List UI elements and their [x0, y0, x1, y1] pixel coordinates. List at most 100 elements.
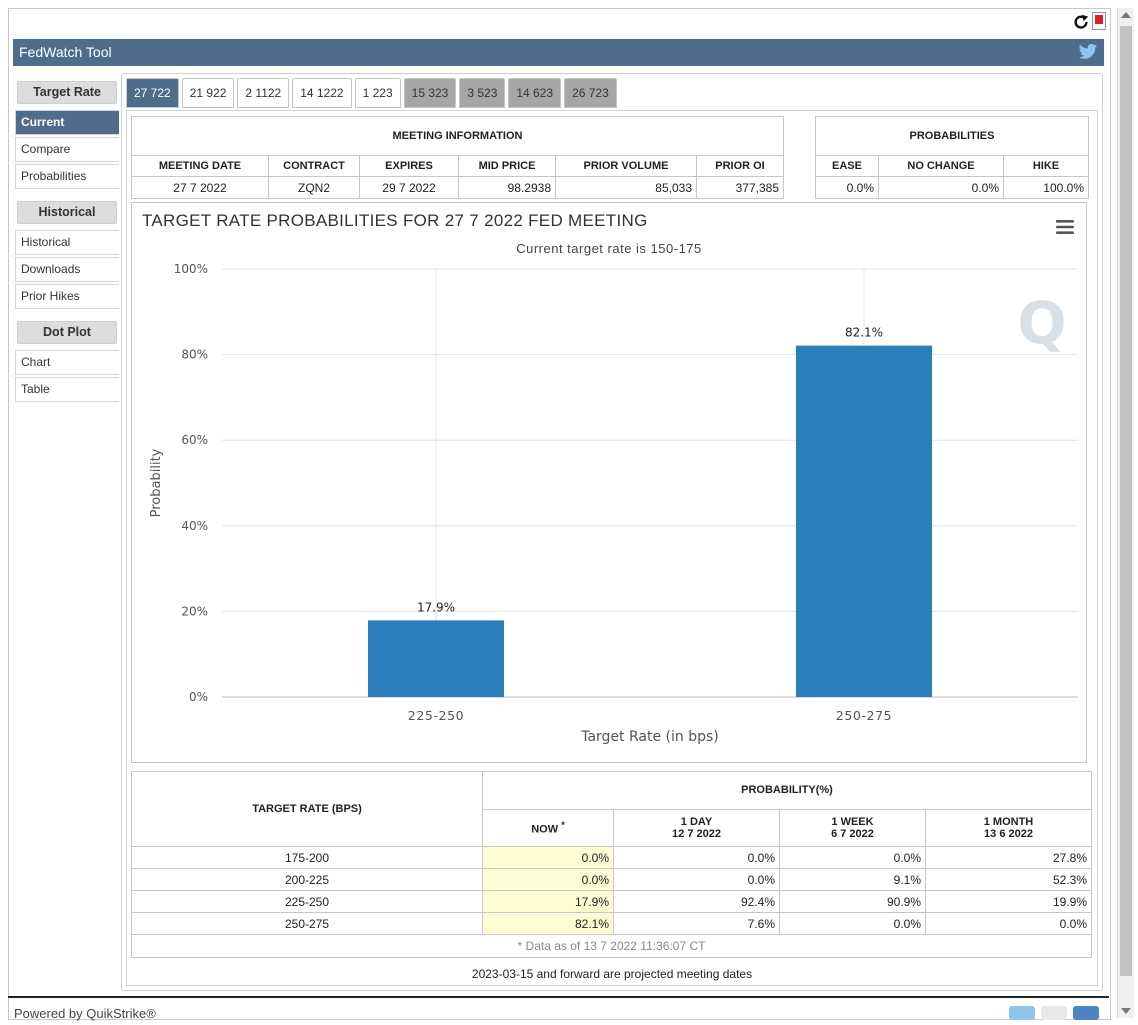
probabilities-table: PROBABILITIES EASE NO CHANGE HIKE 0.0% 0…: [815, 116, 1089, 199]
table-row: 225-250 17.9% 92.4% 90.9% 19.9%: [131, 890, 1092, 913]
y-tick-label: 0%: [189, 690, 208, 704]
top-toolbar: [9, 9, 1110, 37]
sidebar-item-prior-hikes[interactable]: Prior Hikes: [15, 284, 119, 309]
meeting-info-table: MEETING INFORMATION MEETING DATE CONTRAC…: [131, 116, 784, 199]
probability-group-header: PROBABILITY(%): [482, 771, 1092, 810]
y-tick-label: 100%: [174, 262, 208, 276]
ease-value: 0.0%: [815, 176, 879, 199]
chart-subtitle: Current target rate is 150-175: [516, 241, 702, 256]
sidebar-item-downloads[interactable]: Downloads: [15, 257, 119, 282]
bar: [796, 345, 932, 697]
sidebar-section-historical[interactable]: Historical: [17, 201, 117, 224]
y-axis-title: Probability: [149, 448, 164, 517]
tab-meeting[interactable]: 2 1122: [237, 78, 290, 108]
pdf-icon[interactable]: [1092, 12, 1106, 30]
tab-meeting[interactable]: 27 722: [126, 78, 179, 108]
value-cell: 52.3%: [925, 868, 1092, 891]
sidebar-item-compare[interactable]: Compare: [15, 137, 119, 162]
bar: [368, 620, 504, 697]
sidebar-section-target-rate[interactable]: Target Rate: [17, 81, 117, 104]
chart-plot: Q 0% 20% 40% 60% 80% 100% 17.9% 225-250 82.1% 250-…: [149, 262, 1078, 745]
value-cell: 0.0%: [779, 912, 926, 935]
y-tick-label: 40%: [181, 519, 208, 533]
menu-icon[interactable]: [1056, 219, 1074, 235]
linkedin-icon[interactable]: [1073, 1006, 1099, 1020]
value-cell: 0.0%: [925, 912, 1092, 935]
data-timestamp-note: * Data as of 13 7 2022 11:36:07 CT: [131, 934, 1092, 958]
sidebar-item-current[interactable]: Current: [15, 110, 119, 135]
rate-cell: 175-200: [131, 846, 483, 869]
twitter-icon[interactable]: [1078, 43, 1098, 61]
column-header: PRIOR OI: [696, 155, 784, 177]
rate-cell: 250-275: [131, 912, 483, 935]
sidebar: Target Rate Current Compare Probabilitie…: [15, 81, 119, 404]
column-header-now: NOW *: [482, 808, 614, 847]
value-cell: 9.1%: [779, 868, 926, 891]
scroll-down-icon[interactable]: [1121, 1008, 1131, 1014]
x-axis-title: Target Rate (in bps): [580, 729, 719, 745]
tab-meeting[interactable]: 1 223: [354, 78, 401, 108]
column-header-1-week: 1 WEEK 6 7 2022: [779, 808, 926, 847]
tab-meeting[interactable]: 14 1222: [292, 78, 352, 108]
column-header: MEETING DATE: [131, 155, 269, 177]
probability-chart: Q 0% 20% 40% 60% 80% 100% 17.9% 225-250 82.1% 250-…: [131, 202, 1087, 763]
tab-content: MEETING INFORMATION MEETING DATE CONTRAC…: [126, 110, 1098, 986]
page-scrollbar[interactable]: [1117, 8, 1134, 1018]
column-header: HIKE: [1003, 155, 1089, 177]
y-tick-label: 60%: [181, 433, 208, 447]
hike-value: 100.0%: [1003, 176, 1089, 199]
sidebar-item-historical[interactable]: Historical: [15, 230, 119, 255]
rate-cell: 225-250: [131, 890, 483, 913]
meeting-date-value: 27 7 2022: [131, 176, 269, 199]
watermark-logo-icon: Q: [1017, 289, 1066, 357]
table-row: 175-200 0.0% 0.0% 0.0% 27.8%: [131, 846, 1092, 869]
youtube-icon[interactable]: [1041, 1006, 1067, 1020]
column-header-1-month: 1 MONTH 13 6 2022: [925, 808, 1092, 847]
tab-meeting[interactable]: 21 922: [181, 78, 235, 108]
prior-oi-value: 377,385: [696, 176, 784, 199]
twitter-icon[interactable]: [1009, 1006, 1035, 1020]
tab-meeting[interactable]: 26 723: [564, 78, 617, 108]
data-label: 82.1%: [845, 326, 883, 340]
value-cell: 19.9%: [925, 890, 1092, 913]
value-cell: 90.9%: [779, 890, 926, 913]
y-tick-label: 80%: [181, 348, 208, 362]
rate-probability-table: TARGET RATE (BPS) PROBABILITY(%) NOW * 1…: [131, 771, 1092, 958]
app-title: FedWatch Tool: [19, 44, 112, 60]
app-header: FedWatch Tool: [13, 39, 1104, 66]
scroll-thumb[interactable]: [1120, 26, 1132, 976]
column-header: PRIOR VOLUME: [555, 155, 697, 177]
value-cell: 0.0%: [779, 846, 926, 869]
sidebar-item-probabilities[interactable]: Probabilities: [15, 164, 119, 189]
sidebar-item-table[interactable]: Table: [15, 377, 119, 402]
tab-meeting[interactable]: 15 323: [403, 78, 457, 108]
x-tick-label: 250-275: [836, 708, 892, 723]
projected-dates-note: 2023-03-15 and forward are projected mee…: [471, 967, 753, 981]
powered-by: Powered by QuikStrike®: [14, 1006, 156, 1021]
x-tick-label: 225-250: [408, 708, 464, 723]
tab-meeting[interactable]: 3 523: [459, 78, 506, 108]
sidebar-item-chart[interactable]: Chart: [15, 350, 119, 375]
refresh-icon[interactable]: [1072, 13, 1090, 31]
column-header: EXPIRES: [359, 155, 459, 177]
contract-value: ZQN2: [268, 176, 360, 199]
y-tick-label: 20%: [181, 604, 208, 618]
meeting-info-caption: MEETING INFORMATION: [131, 116, 784, 156]
table-row: 200-225 0.0% 0.0% 9.1% 52.3%: [131, 868, 1092, 891]
meeting-tabs: 27 722 21 922 2 1122 14 1222 1 223 15 32…: [126, 78, 617, 108]
main-panel: 27 722 21 922 2 1122 14 1222 1 223 15 32…: [121, 73, 1103, 991]
column-header: MID PRICE: [458, 155, 556, 177]
scroll-up-icon[interactable]: [1121, 12, 1131, 18]
footer: Powered by QuikStrike®: [8, 996, 1109, 1021]
prior-volume-value: 85,033: [555, 176, 697, 199]
value-cell: 0.0%: [613, 846, 780, 869]
value-cell: 7.6%: [613, 912, 780, 935]
column-header: EASE: [815, 155, 879, 177]
chart-title: TARGET RATE PROBABILITIES FOR 27 7 2022 …: [142, 211, 648, 230]
value-cell: 0.0%: [613, 868, 780, 891]
data-label: 17.9%: [417, 600, 455, 614]
sidebar-section-dot-plot[interactable]: Dot Plot: [17, 321, 117, 344]
tab-meeting[interactable]: 14 623: [508, 78, 562, 108]
rate-cell: 200-225: [131, 868, 483, 891]
table-row: 250-275 82.1% 7.6% 0.0% 0.0%: [131, 912, 1092, 935]
